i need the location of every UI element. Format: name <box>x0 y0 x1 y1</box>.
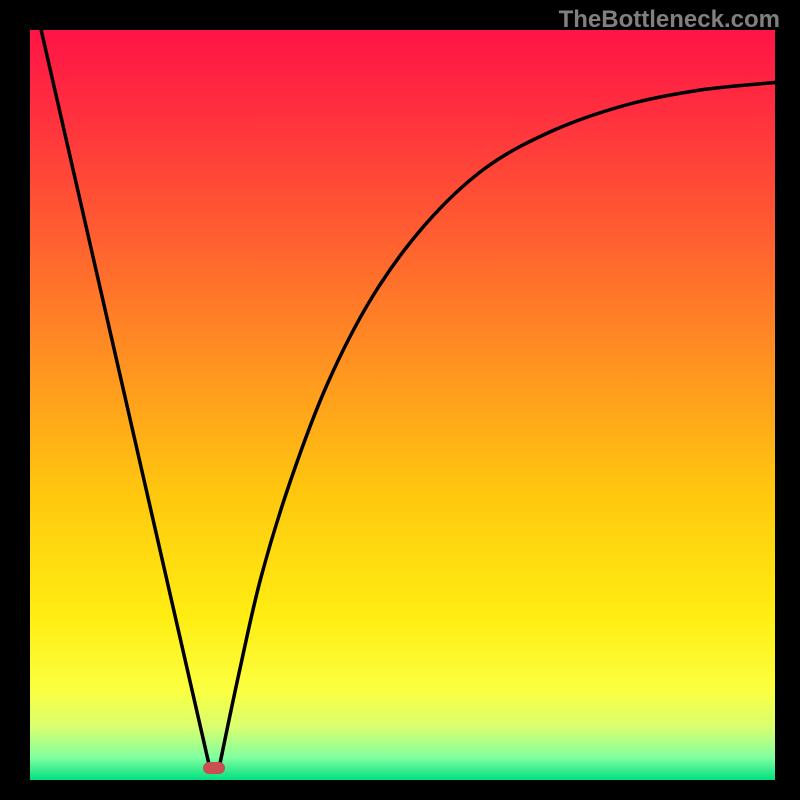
watermark-text: TheBottleneck.com <box>559 6 780 34</box>
canvas: TheBottleneck.com <box>0 0 800 800</box>
minimum-marker <box>203 762 225 774</box>
gradient-background <box>30 30 775 780</box>
chart-svg <box>30 30 775 780</box>
plot-area <box>30 30 775 780</box>
